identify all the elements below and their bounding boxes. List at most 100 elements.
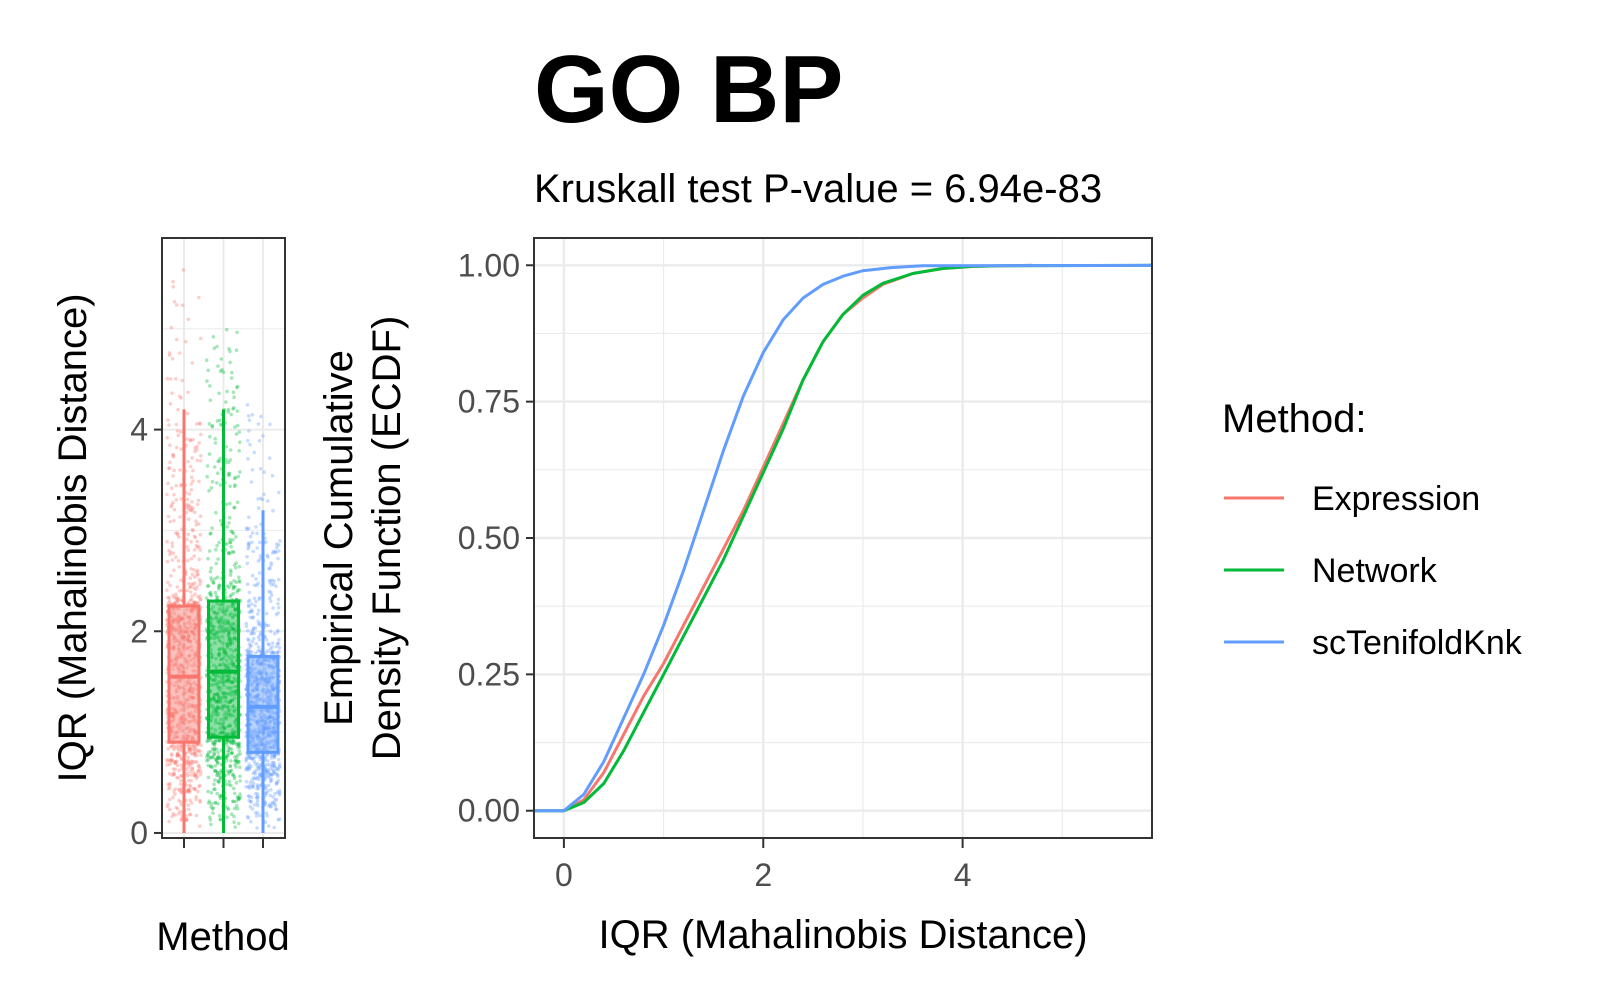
boxplot-jitter-point-sctenifoldknk [270,800,275,805]
boxplot-jitter-point-sctenifoldknk [265,813,270,818]
boxplot-jitter-point-network [216,619,220,624]
boxplot-jitter-point-expression [178,629,182,634]
boxplot-jitter-point-network [235,384,240,389]
boxplot-jitter-point-sctenifoldknk [252,770,257,774]
boxplot-jitter-point-sctenifoldknk [265,701,270,705]
boxplot-jitter-point-sctenifoldknk [245,438,250,443]
boxplot-jitter-point-sctenifoldknk [249,669,253,674]
boxplot-jitter-point-network [237,797,242,801]
boxplot-jitter-point-expression [172,747,176,752]
boxplot-jitter-point-network [225,815,229,819]
boxplot-jitter-point-expression [199,454,203,458]
boxplot-jitter-point-expression [194,748,199,752]
boxplot-jitter-point-network [231,587,236,591]
boxplot-jitter-point-sctenifoldknk [250,540,254,545]
boxplot-jitter-point-sctenifoldknk [256,720,260,725]
boxplot-jitter-point-network [228,613,232,617]
boxplot-jitter-point-network [229,768,233,773]
boxplot-jitter-point-network [205,755,209,759]
boxplot-jitter-point-network [205,474,209,479]
boxplot-jitter-point-sctenifoldknk [244,756,249,760]
boxplot-jitter-point-expression [177,798,181,803]
boxplot-jitter-point-expression [171,696,175,701]
boxplot-jitter-point-sctenifoldknk [255,720,259,724]
boxplot-jitter-point-sctenifoldknk [257,741,261,745]
boxplot-jitter-point-sctenifoldknk [267,716,271,720]
boxplot-jitter-point-network [211,580,216,585]
boxplot-jitter-point-network [210,677,214,682]
boxplot-jitter-point-expression [184,818,189,822]
boxplot-jitter-point-sctenifoldknk [272,825,277,830]
boxplot-jitter-point-network [214,656,218,661]
boxplot-jitter-point-network [230,705,235,709]
boxplot-jitter-point-sctenifoldknk [276,641,281,646]
boxplot-jitter-point-sctenifoldknk [249,732,254,736]
boxplot-jitter-point-expression [165,804,170,809]
boxplot-jitter-point-sctenifoldknk [249,673,254,677]
boxplot-jitter-point-network [231,799,236,804]
boxplot-jitter-point-network [224,755,228,760]
boxplot-jitter-point-network [213,720,218,725]
boxplot-jitter-point-sctenifoldknk [272,771,276,776]
boxplot-jitter-point-sctenifoldknk [256,559,261,563]
boxplot-jitter-point-sctenifoldknk [269,697,273,702]
boxplot-jitter-point-sctenifoldknk [259,671,263,676]
boxplot-jitter-point-expression [194,704,199,708]
boxplot-jitter-point-network [231,604,235,609]
boxplot-jitter-point-sctenifoldknk [247,755,251,759]
boxplot-jitter-point-network [214,757,218,762]
boxplot-jitter-point-expression [178,468,182,472]
boxplot-jitter-point-expression [177,606,181,611]
boxplot-jitter-point-network [215,595,220,600]
boxplot-jitter-point-expression [188,438,193,443]
boxplot-jitter-point-network [232,662,236,667]
boxplot-jitter-point-expression [182,642,186,647]
boxplot-jitter-point-sctenifoldknk [272,726,276,730]
boxplot-jitter-point-network [214,665,218,669]
boxplot-jitter-point-sctenifoldknk [270,708,274,712]
boxplot-jitter-point-sctenifoldknk [255,688,260,692]
boxplot-jitter-point-network [228,747,232,751]
boxplot-jitter-point-expression [188,694,192,699]
boxplot-jitter-point-sctenifoldknk [277,638,281,642]
boxplot-jitter-point-expression [186,638,190,643]
boxplot-jitter-point-sctenifoldknk [257,671,261,676]
boxplot-jitter-point-sctenifoldknk [259,696,263,701]
boxplot-jitter-point-network [235,330,239,335]
boxplot-jitter-point-expression [173,767,178,772]
boxplot-jitter-point-expression [171,608,176,612]
boxplot-jitter-point-expression [195,760,199,764]
ecdf-series-lines [534,263,1153,813]
boxplot-jitter-point-expression [176,614,181,618]
boxplot-jitter-point-expression [191,479,195,483]
boxplot-jitter-point-sctenifoldknk [277,792,282,797]
boxplot-jitter-point-network [215,699,220,704]
boxplot-jitter-point-network [214,718,218,722]
boxplot-jitter-point-expression [194,587,198,592]
boxplot-jitter-point-network [213,738,218,742]
boxplot-jitter-point-network [205,752,210,757]
boxplot-jitter-point-network [234,348,239,353]
boxplot-jitter-point-expression [173,601,177,605]
boxplot-jitter-point-network [217,675,222,679]
boxplot-jitter-point-sctenifoldknk [252,686,257,690]
boxplot-jitter-point-expression [179,497,184,501]
boxplot-jitter-point-sctenifoldknk [255,659,260,664]
boxplot-jitter-point-sctenifoldknk [262,690,267,695]
boxplot-jitter-point-network [211,806,216,810]
boxplot-jitter-point-expression [171,767,176,771]
boxplot-jitter-point-expression [184,818,189,822]
boxplot-jitter-point-expression [195,444,199,449]
boxplot-jitter-point-expression [178,719,182,724]
boxplot-jitter-point-sctenifoldknk [266,783,271,788]
boxplot-jitter-point-network [213,708,217,713]
boxplot-jitter-point-network [224,673,228,678]
boxplot-jitter-point-network [208,738,213,742]
boxplot-jitter-point-expression [182,687,187,691]
boxplot-jitter-point-sctenifoldknk [264,739,269,743]
boxplot-jitter-point-sctenifoldknk [248,645,253,649]
boxplot-jitter-point-network [224,650,228,654]
boxplot-jitter-point-network [228,594,232,599]
boxplot-jitter-point-expression [171,646,175,651]
